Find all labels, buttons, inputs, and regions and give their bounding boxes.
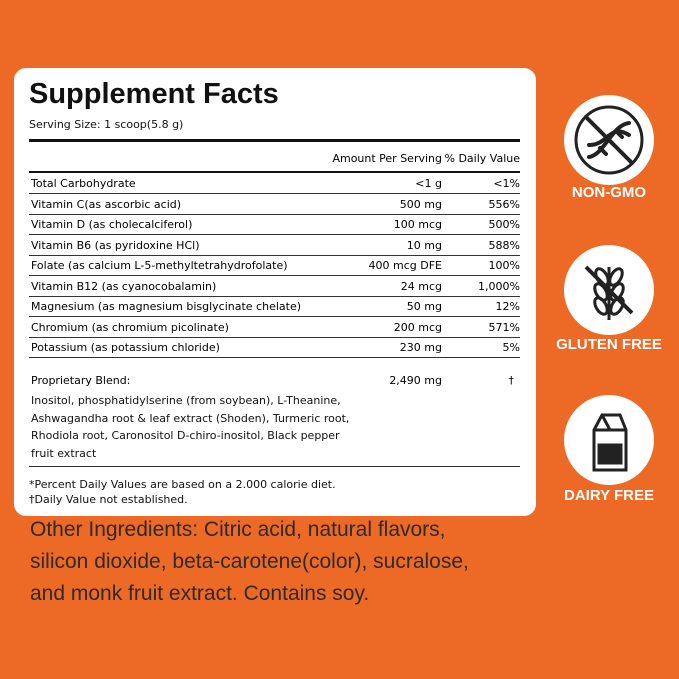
table-row: Magnesium (as magnesium bisglycinate che… — [29, 296, 520, 317]
table-row: Vitamin C(as ascorbic acid) 500 mg 556% — [29, 194, 520, 215]
amount: 500 mg — [399, 197, 442, 211]
title: Supplement Facts — [29, 78, 279, 110]
table-row: Vitamin B6 (as pyridoxine HCl) 10 mg 588% — [29, 235, 520, 256]
other-line: silicon dioxide, beta-carotene(color), s… — [30, 550, 469, 573]
nutrient: Total Carbohydrate — [31, 177, 136, 190]
badge-label: DAIRY FREE — [563, 487, 654, 504]
daily-value: 556% — [488, 197, 520, 211]
table-row: Chromium (as chromium picolinate) 200 mcg… — [29, 317, 520, 338]
table-row: Folate (as calcium L-5-methyltetrahydrof… — [29, 255, 520, 276]
wheat-icon — [584, 265, 634, 320]
amount: 200 mcg — [393, 320, 442, 334]
amount: <1 g — [415, 177, 442, 190]
nutrient: Folate (as calcium L-5-methyltetrahydrof… — [31, 259, 288, 272]
amount: 10 mg — [406, 238, 442, 252]
daily-value: 500% — [488, 218, 520, 231]
nutrient: Potassium (as potassium chloride) — [31, 341, 220, 354]
daily-value: 5% — [502, 341, 520, 354]
blend-dv: † — [508, 374, 515, 387]
nutrient: Chromium (as chromium picolinate) — [31, 320, 229, 334]
dna-icon — [574, 105, 644, 175]
ingredient-line: Ashwagandha root & leaf extract (Shoden)… — [31, 411, 350, 425]
blend-amount: 2,490 mg — [389, 374, 442, 387]
header: % Daily Value — [444, 152, 521, 165]
nutrient: Magnesium (as magnesium bisglycinate che… — [31, 300, 301, 313]
table-row: Total Carbohydrate <1 g <1% — [29, 173, 520, 194]
amount: 400 mcg DFE — [368, 259, 442, 272]
ingredient-line: Rhodiola root, Caronositol D-chiro-inosi… — [31, 429, 340, 442]
nutrient: Vitamin D (as cholecalciferol) — [31, 218, 193, 231]
ingredient-line: Inositol, phosphatidylserine (from soybe… — [31, 394, 341, 407]
amount: 24 mcg — [400, 279, 442, 293]
badge-label: GLUTEN FREE — [556, 336, 662, 353]
blend-row: Proprietary Blend: 2,490 mg † — [29, 370, 520, 467]
table-row: Vitamin B12 (as cyanocobalamin) 24 mcg 1,0… — [29, 276, 520, 297]
daily-value: 571% — [488, 320, 520, 334]
daily-value: 588% — [488, 238, 520, 252]
header-row: Amount Per Serving % Daily Value — [29, 148, 520, 173]
header: Amount Per Serving — [332, 152, 442, 165]
icon-circle — [564, 395, 654, 485]
nutrient: Vitamin B12 (as cyanocobalamin) — [31, 279, 217, 293]
daily-value: 12% — [495, 300, 520, 313]
daily-value: 1,000% — [478, 279, 520, 293]
icon-circle — [564, 245, 654, 335]
other-line: Other Ingredients: Citric acid, natural … — [30, 518, 446, 541]
daily-value: <1% — [493, 177, 520, 190]
blend-name: Proprietary Blend: — [31, 374, 131, 387]
amount: 230 mg — [399, 341, 442, 354]
rule — [29, 139, 520, 142]
footnote: †Daily Value not established. — [29, 493, 188, 506]
amount: 50 mg — [406, 300, 442, 313]
nutrient: Vitamin C(as ascorbic acid) — [31, 197, 182, 211]
serving-size: Serving Size: 1 scoop(5.8 g) — [29, 118, 184, 131]
table-row: Vitamin D (as cholecalciferol) 100 mcg 500… — [29, 214, 520, 235]
icon-circle — [564, 95, 654, 185]
ingredient-line: fruit extract — [31, 446, 97, 460]
daily-value: 100% — [488, 259, 520, 272]
table-row: Potassium (as potassium chloride) 230 mg 5… — [29, 337, 520, 358]
badge-label: NON-GMO — [571, 184, 647, 201]
footnote: *Percent Daily Values are based on a 2.0… — [29, 478, 336, 491]
amount: 100 mcg — [393, 218, 442, 231]
other-line: and monk fruit extract. Contains soy. — [30, 582, 370, 605]
milk-icon — [592, 413, 628, 472]
nutrient: Vitamin B6 (as pyridoxine HCl) — [31, 238, 200, 252]
facts-panel: Supplement Facts Serving Size: 1 scoop(5… — [14, 68, 536, 516]
